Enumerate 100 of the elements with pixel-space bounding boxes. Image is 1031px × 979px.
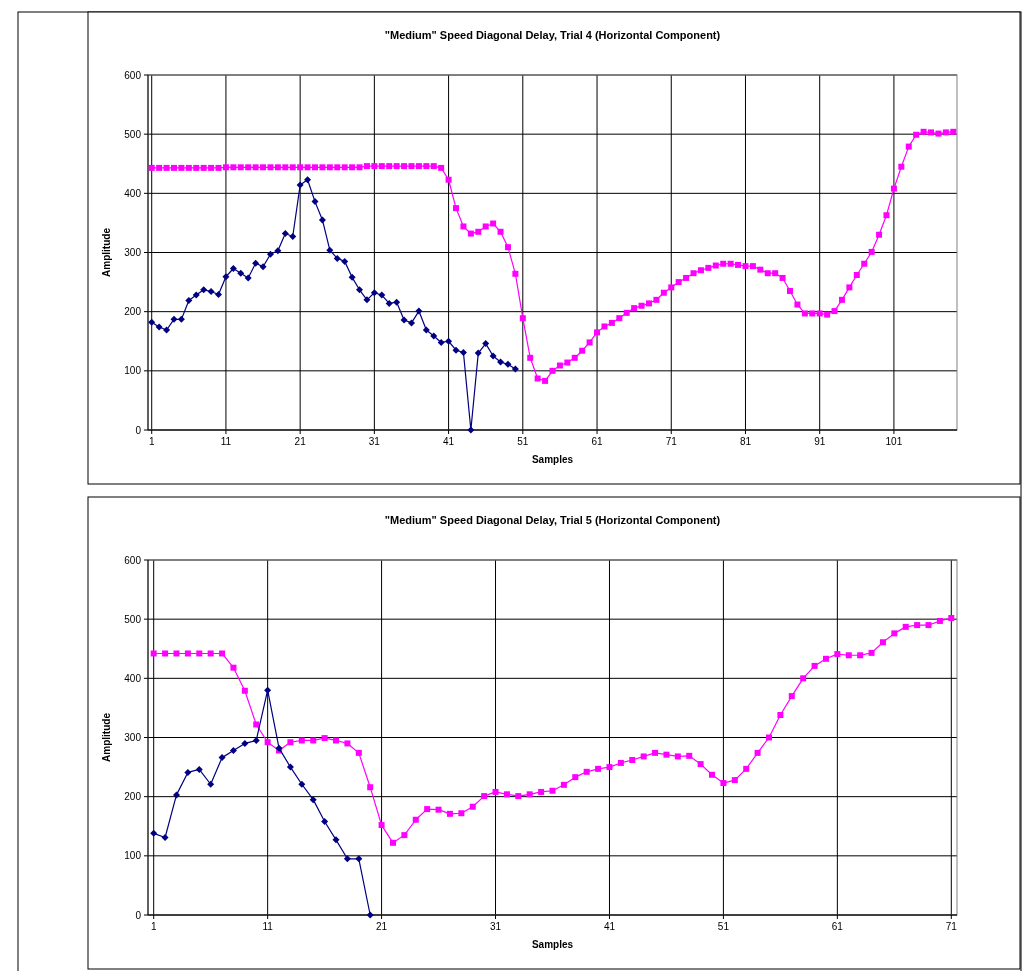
x-axis-title: Samples <box>531 939 574 950</box>
y-axis-title: Amplitude <box>101 227 112 277</box>
point <box>385 299 393 307</box>
point <box>332 836 340 844</box>
chart-title: "Medium" Speed Diagonal Delay, Trial 4 (Horizontal Component) <box>384 29 721 41</box>
point <box>482 340 490 348</box>
point <box>296 181 304 189</box>
x-tick-label: 1 <box>148 436 155 447</box>
x-tick-label: 21 <box>376 921 388 932</box>
point <box>318 216 326 224</box>
point <box>244 274 252 282</box>
point <box>192 291 200 299</box>
point <box>289 233 297 241</box>
y-tick-label: 300 <box>124 732 142 743</box>
y-axis-title: Amplitude <box>101 712 112 762</box>
y-tick-label: 600 <box>124 69 142 81</box>
x-tick-label: 51 <box>517 436 529 447</box>
point <box>222 273 230 281</box>
x-tick-label: 51 <box>717 921 730 932</box>
point <box>511 365 519 373</box>
point <box>177 315 185 323</box>
x-tick-label: 21 <box>294 436 307 447</box>
y-tick-label: 400 <box>124 187 142 199</box>
y-tick-label: 0 <box>135 424 142 436</box>
point <box>489 352 497 360</box>
x-tick-label: 61 <box>831 921 844 932</box>
point <box>218 754 226 762</box>
x-tick-label: 11 <box>262 921 274 932</box>
point <box>333 254 341 262</box>
point <box>497 358 505 366</box>
point <box>326 246 334 254</box>
point <box>356 286 364 294</box>
point <box>366 911 374 919</box>
point <box>229 747 237 755</box>
point <box>430 332 438 340</box>
point <box>400 316 408 324</box>
point <box>467 426 475 434</box>
point <box>459 348 467 356</box>
point <box>237 269 245 277</box>
point <box>170 315 178 323</box>
point <box>150 829 158 837</box>
point <box>407 319 415 327</box>
point <box>286 763 294 771</box>
point <box>259 263 267 271</box>
point <box>422 326 430 334</box>
point <box>355 855 363 863</box>
x-tick-label: 101 <box>885 436 903 447</box>
point <box>172 791 180 799</box>
point <box>266 250 274 258</box>
x-tick-label: 31 <box>489 921 502 932</box>
point <box>252 259 260 267</box>
x-tick-label: 31 <box>368 436 381 447</box>
x-tick-label: 91 <box>814 436 826 447</box>
y-tick-label: 600 <box>124 554 142 566</box>
point <box>341 257 349 265</box>
point <box>415 307 423 315</box>
point <box>504 360 512 368</box>
y-tick-label: 100 <box>124 365 142 377</box>
point <box>241 739 249 747</box>
point <box>437 338 445 346</box>
y-tick-label: 400 <box>124 672 142 684</box>
y-tick-label: 200 <box>124 791 142 803</box>
point <box>304 176 312 184</box>
y-tick-label: 500 <box>124 613 142 625</box>
point <box>207 780 215 788</box>
point <box>474 349 482 357</box>
y-tick-label: 100 <box>124 850 142 862</box>
x-tick-label: 81 <box>739 436 752 447</box>
point <box>321 818 329 826</box>
point <box>155 323 163 331</box>
point <box>348 273 356 281</box>
point <box>195 765 203 773</box>
y-tick-label: 300 <box>124 247 142 258</box>
x-tick-label: 1 <box>150 921 157 932</box>
x-tick-label: 71 <box>665 436 678 447</box>
y-tick-label: 500 <box>124 128 142 140</box>
point <box>343 855 351 863</box>
point <box>309 796 317 804</box>
x-tick-label: 11 <box>220 436 232 447</box>
point <box>229 264 237 272</box>
point <box>370 289 378 297</box>
point <box>163 326 171 334</box>
point <box>452 346 460 354</box>
point <box>215 291 223 299</box>
point <box>200 286 208 294</box>
point <box>161 833 169 841</box>
point <box>378 291 386 299</box>
x-tick-label: 71 <box>945 921 958 932</box>
point <box>185 296 193 304</box>
point <box>252 736 260 744</box>
point <box>445 337 453 345</box>
y-tick-label: 200 <box>124 306 142 318</box>
chart-title: "Medium" Speed Diagonal Delay, Trial 5 (Horizontal Component) <box>384 514 721 526</box>
point <box>298 780 306 788</box>
point <box>281 230 289 238</box>
x-axis-title: Samples <box>531 454 574 465</box>
point <box>363 296 371 304</box>
point <box>207 288 215 296</box>
y-tick-label: 0 <box>135 909 142 921</box>
point <box>274 247 282 255</box>
